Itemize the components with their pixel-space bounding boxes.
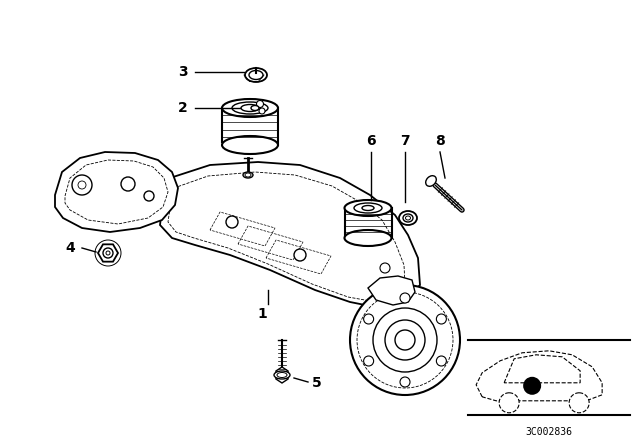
Text: 1: 1 [257,307,267,321]
Circle shape [257,100,264,108]
Circle shape [364,314,374,324]
Ellipse shape [243,172,253,178]
Circle shape [106,251,110,255]
Ellipse shape [344,230,392,246]
Circle shape [436,356,446,366]
Polygon shape [276,367,288,383]
Text: 3: 3 [179,65,188,79]
Ellipse shape [241,104,259,112]
Circle shape [226,216,238,228]
Circle shape [523,377,541,395]
Ellipse shape [344,200,392,216]
Polygon shape [98,244,118,262]
Ellipse shape [245,68,267,82]
Circle shape [78,181,86,189]
Ellipse shape [399,211,417,225]
Text: 2: 2 [179,101,188,115]
Text: 5: 5 [312,376,322,390]
Ellipse shape [245,173,251,177]
Circle shape [103,248,113,258]
Circle shape [373,308,437,372]
Circle shape [72,175,92,195]
Circle shape [144,191,154,201]
Circle shape [569,393,589,413]
Ellipse shape [251,105,259,111]
Circle shape [350,285,460,395]
Ellipse shape [403,214,413,222]
Ellipse shape [406,216,410,220]
Ellipse shape [362,206,374,211]
Ellipse shape [274,371,290,379]
Text: 8: 8 [435,134,445,148]
Circle shape [364,356,374,366]
Ellipse shape [232,102,268,114]
Circle shape [395,330,415,350]
Circle shape [400,377,410,387]
Text: 3C002836: 3C002836 [525,427,573,437]
Circle shape [385,320,425,360]
Ellipse shape [249,70,263,79]
Ellipse shape [354,203,382,213]
Polygon shape [476,351,602,401]
Text: 6: 6 [366,134,376,148]
Polygon shape [55,152,178,232]
Circle shape [400,293,410,303]
Ellipse shape [277,372,287,378]
Text: 7: 7 [400,134,410,148]
Polygon shape [160,162,420,308]
Circle shape [121,177,135,191]
Polygon shape [368,276,415,305]
Text: 4: 4 [65,241,75,255]
Circle shape [294,249,306,261]
Ellipse shape [222,99,278,117]
Circle shape [499,393,519,413]
Ellipse shape [426,176,436,186]
Circle shape [380,263,390,273]
Ellipse shape [222,136,278,154]
Polygon shape [504,355,580,383]
Circle shape [259,108,265,114]
Circle shape [436,314,446,324]
